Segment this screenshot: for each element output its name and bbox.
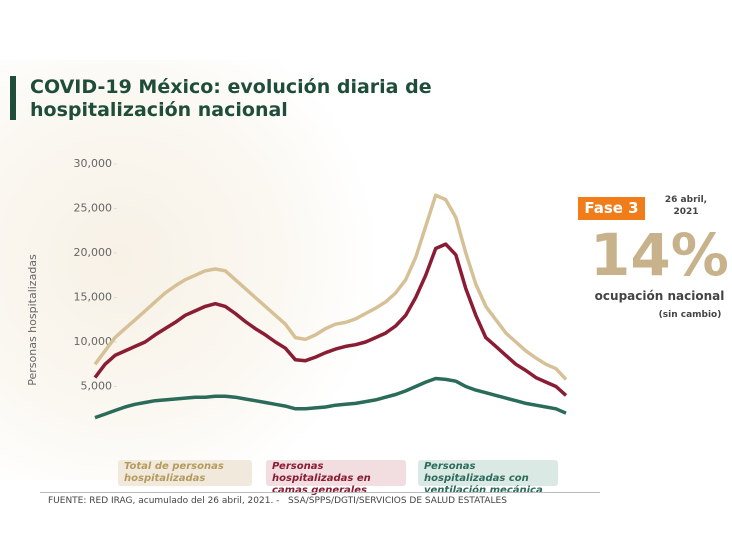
- source: FUENTE: RED IRAG, acumulado del 26 abril…: [48, 496, 507, 506]
- phase-badge: Fase 3: [578, 197, 645, 220]
- accent-bar: [10, 76, 16, 120]
- legend-entry: Personas hospitalizadas en camas general…: [266, 460, 406, 496]
- series-line: [94, 376, 567, 420]
- series-line: [93, 242, 568, 397]
- y-tick-label: 5,000: [81, 380, 113, 393]
- chart-title: COVID-19 México: evolución diaria de hos…: [30, 76, 432, 121]
- y-tick-label: 10,000: [74, 335, 113, 348]
- legend-entry: Total de personas hospitalizadas: [118, 460, 252, 486]
- occupancy: 14%: [590, 221, 729, 289]
- footer-rule: [40, 492, 600, 493]
- legend-entry: Personas hospitalizadas con ventilación …: [418, 460, 558, 496]
- date: 26 abril, 2021: [664, 195, 708, 217]
- y-axis-label: Personas hospitalizadas: [26, 254, 39, 386]
- series-line: [93, 193, 568, 381]
- y-tick-label: 30,000: [74, 157, 113, 170]
- occupancy-label: ocupación nacional: [594, 289, 725, 303]
- note: (sin cambio): [658, 310, 722, 320]
- y-tick-label: 25,000: [74, 202, 113, 215]
- y-tick-label: 20,000: [74, 246, 113, 259]
- background-decoration: [0, 60, 732, 480]
- y-tick-label: 15,000: [74, 291, 113, 304]
